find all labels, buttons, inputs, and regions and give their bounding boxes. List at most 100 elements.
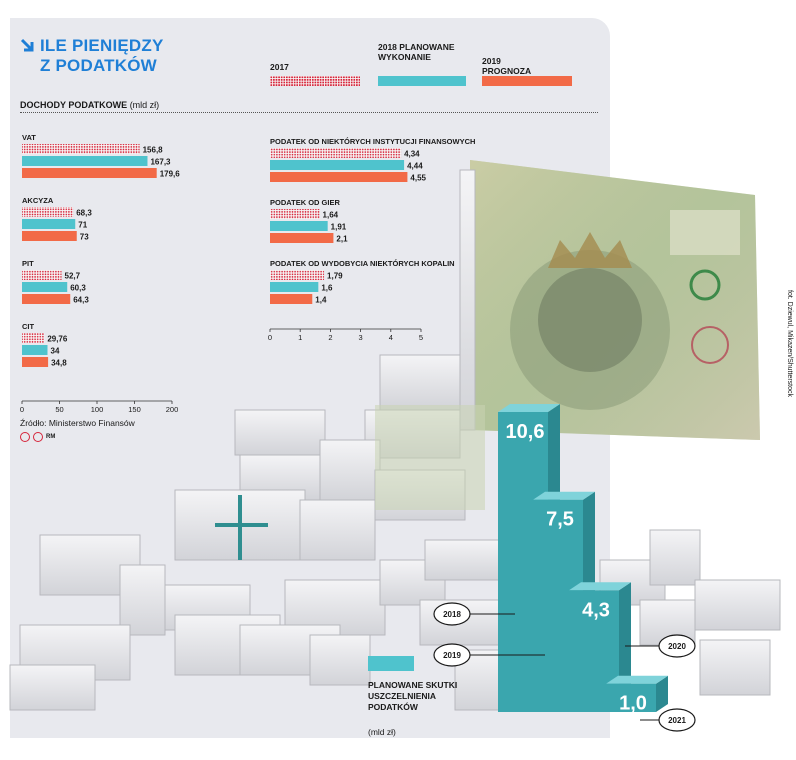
- legend-label-2018: 2018 PLANOWANE WYKONANIE: [378, 42, 455, 62]
- column-value-2021: 1,0: [619, 693, 647, 715]
- main-chart-bar-pit-2018: [22, 282, 68, 292]
- caption-unit: (mld zł): [368, 727, 396, 737]
- main-chart-bar-akcyza-2017: [22, 207, 74, 217]
- main-chart-bar-cit-2017: [22, 333, 45, 343]
- year-bubble-2019: [433, 643, 471, 667]
- main-chart-value-pit-2019: 64,3: [73, 296, 89, 305]
- small-chart-category-podatek-od-gier: PODATEK OD GIER: [270, 198, 340, 207]
- small-chart-value-podatek-od-gier-2018: 1,91: [331, 223, 347, 232]
- small-chart-bar-podatek-od-niekt-rych-instytucji-finansowych-2019: [270, 172, 408, 182]
- small-chart-bar-podatek-od-wydobycia-niekt-rych-kopalin-2017: [270, 270, 325, 280]
- copyright-icon: [20, 432, 30, 442]
- year-label-2020: 2020: [668, 642, 686, 651]
- copyright-mark: RM: [20, 432, 55, 442]
- title-line-1: ILE PIENIĘDZY: [40, 36, 164, 55]
- main-chart-tick-label-50: 50: [55, 405, 63, 414]
- main-chart-value-akcyza-2017: 68,3: [76, 209, 92, 218]
- year-bubble-2021: [658, 708, 696, 732]
- small-chart-value-podatek-od-niekt-rych-instytucji-finansowych-2019: 4,55: [410, 174, 426, 183]
- column-top-2020: [569, 582, 631, 591]
- main-chart-bar-cit-2018: [22, 345, 48, 355]
- small-chart-tick-label-2: 2: [328, 333, 332, 342]
- small-chart-tick-label-0: 0: [268, 333, 272, 342]
- section-unit: (mld zł): [129, 100, 160, 110]
- column-value-2019: 7,5: [546, 509, 574, 531]
- main-chart-value-cit-2019: 34,8: [51, 359, 67, 368]
- page-title: ILE PIENIĘDZY Z PODATKÓW: [40, 36, 164, 76]
- small-chart-value-podatek-od-wydobycia-niekt-rych-kopalin-2019: 1,4: [315, 296, 327, 305]
- main-chart-category-vat: VAT: [22, 133, 36, 142]
- small-chart-category-podatek-od-wydobycia-niekt-rych-kopalin: PODATEK OD WYDOBYCIA NIEKTÓRYCH KOPALIN: [270, 259, 455, 268]
- caption-text: PLANOWANE SKUTKI USZCZELNIENIA PODATKÓW: [368, 680, 458, 712]
- main-chart-bar-vat-2018: [22, 156, 148, 166]
- section-divider: [20, 112, 598, 113]
- main-chart-bar-vat-2017: [22, 144, 140, 154]
- small-chart-bar-podatek-od-niekt-rych-instytucji-finansowych-2017: [270, 148, 402, 158]
- legend-swatch-2018: [378, 76, 466, 86]
- main-chart-bar-akcyza-2019: [22, 231, 77, 241]
- main-chart-value-vat-2018: 167,3: [150, 158, 171, 167]
- main-chart-value-akcyza-2019: 73: [80, 233, 89, 242]
- column-value-2018: 10,6: [506, 421, 545, 443]
- small-chart-tick-label-3: 3: [359, 333, 363, 342]
- main-chart-category-akcyza: AKCYZA: [22, 196, 54, 205]
- column-side-2021: [656, 675, 668, 712]
- small-chart-bar-podatek-od-gier-2018: [270, 221, 328, 231]
- small-chart-tick-label-4: 4: [389, 333, 393, 342]
- main-chart-value-pit-2017: 52,7: [65, 272, 81, 281]
- main-chart-value-cit-2018: 34: [51, 347, 60, 356]
- main-chart-tick-label-0: 0: [20, 405, 24, 414]
- main-chart-bar-vat-2019: [22, 168, 157, 178]
- main-chart-bar-pit-2019: [22, 294, 71, 304]
- small-chart-bar-podatek-od-wydobycia-niekt-rych-kopalin-2018: [270, 282, 319, 292]
- title-arrow-icon: [20, 38, 34, 57]
- column-top-2018: [498, 404, 560, 412]
- copyright-text: RM: [46, 434, 56, 440]
- small-chart-value-podatek-od-wydobycia-niekt-rych-kopalin-2017: 1,79: [327, 272, 343, 281]
- legend-label-2017: 2017: [270, 62, 289, 72]
- main-chart-tick-label-100: 100: [91, 405, 104, 414]
- small-chart-bar-podatek-od-niekt-rych-instytucji-finansowych-2018: [270, 160, 405, 170]
- main-chart-category-cit: CIT: [22, 322, 35, 331]
- small-chart-tick-label-5: 5: [419, 333, 423, 342]
- main-chart-category-pit: PIT: [22, 259, 34, 268]
- caption-swatch: [368, 656, 414, 671]
- main-chart-value-cit-2017: 29,76: [47, 335, 68, 344]
- main-chart-bar-akcyza-2018: [22, 219, 76, 229]
- year-label-2021: 2021: [668, 716, 686, 725]
- photo-credit-wrap: fot. Dziewul, Mikazen/Shutterstock: [783, 290, 795, 480]
- small-chart-value-podatek-od-niekt-rych-instytucji-finansowych-2017: 4,34: [404, 150, 420, 159]
- photo-credit: fot. Dziewul, Mikazen/Shutterstock: [786, 290, 793, 397]
- column-top-2021: [606, 675, 668, 684]
- main-chart-value-vat-2019: 179,6: [160, 170, 181, 179]
- small-chart-value-podatek-od-niekt-rych-instytucji-finansowych-2018: 4,44: [407, 162, 423, 171]
- small-chart-category-podatek-od-niekt-rych-instytucji-finansowych: PODATEK OD NIEKTÓRYCH INSTYTUCJI FINANSO…: [270, 137, 475, 146]
- section-label: DOCHODY PODATKOWE (mld zł): [20, 100, 159, 110]
- column-bar-2021: [606, 683, 656, 712]
- main-chart-value-pit-2018: 60,3: [70, 284, 86, 293]
- small-chart-bar-podatek-od-gier-2017: [270, 209, 320, 219]
- cross-ornament: [215, 495, 268, 560]
- main-chart-bar-cit-2019: [22, 357, 49, 367]
- banknote-image: [470, 160, 760, 440]
- main-chart-value-vat-2017: 156,8: [143, 146, 164, 155]
- small-chart-bar-podatek-od-wydobycia-niekt-rych-kopalin-2019: [270, 294, 313, 304]
- year-bubble-2018: [433, 602, 471, 626]
- year-label-2019: 2019: [443, 651, 461, 660]
- small-chart-bar-podatek-od-gier-2019: [270, 233, 334, 243]
- legend-swatch-2017: [270, 76, 360, 86]
- small-chart-value-podatek-od-gier-2017: 1,64: [323, 211, 339, 220]
- title-line-2: Z PODATKÓW: [40, 56, 157, 75]
- main-chart-tick-label-200: 200: [166, 405, 179, 414]
- column-top-2019: [533, 491, 595, 500]
- legend-label-2019: 2019 PROGNOZA: [482, 56, 532, 76]
- legend-swatch-2019: [482, 76, 572, 86]
- year-bubble-2020: [658, 634, 696, 658]
- banknote-fragment: [375, 405, 485, 510]
- year-label-2018: 2018: [443, 610, 461, 619]
- small-chart-value-podatek-od-gier-2019: 2,1: [336, 235, 348, 244]
- main-chart-bar-pit-2017: [22, 270, 62, 280]
- column-value-2020: 4,3: [582, 599, 610, 621]
